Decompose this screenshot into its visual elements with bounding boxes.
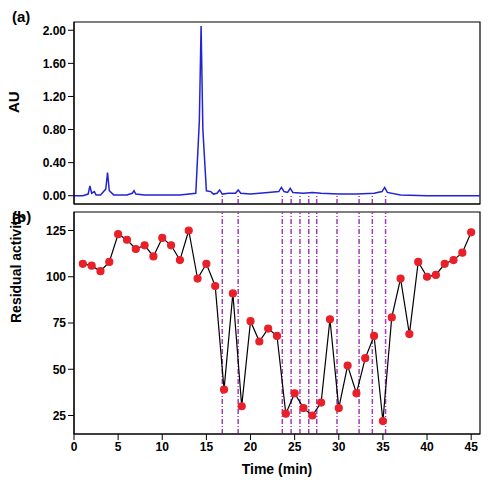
svg-text:AU: AU (8, 91, 22, 113)
svg-text:15: 15 (200, 440, 214, 454)
svg-text:1.60: 1.60 (43, 57, 67, 71)
svg-text:25: 25 (53, 409, 67, 423)
svg-text:75: 75 (53, 316, 67, 330)
svg-text:0.80: 0.80 (43, 123, 67, 137)
svg-text:20: 20 (244, 440, 258, 454)
svg-text:5: 5 (115, 440, 122, 454)
svg-text:0.00: 0.00 (43, 189, 67, 203)
svg-text:Time (min): Time (min) (242, 461, 313, 477)
svg-text:125: 125 (46, 224, 66, 238)
svg-text:35: 35 (376, 440, 390, 454)
svg-text:1.20: 1.20 (43, 90, 67, 104)
svg-text:30: 30 (332, 440, 346, 454)
svg-text:0.40: 0.40 (43, 156, 67, 170)
svg-text:10: 10 (156, 440, 170, 454)
svg-text:45: 45 (464, 440, 478, 454)
svg-text:2.00: 2.00 (43, 24, 67, 38)
svg-text:Residual activity (%): Residual activity (%) (8, 208, 24, 323)
svg-text:40: 40 (420, 440, 434, 454)
svg-text:0: 0 (71, 440, 78, 454)
svg-text:100: 100 (46, 270, 66, 284)
svg-text:25: 25 (288, 440, 302, 454)
svg-text:50: 50 (53, 363, 67, 377)
